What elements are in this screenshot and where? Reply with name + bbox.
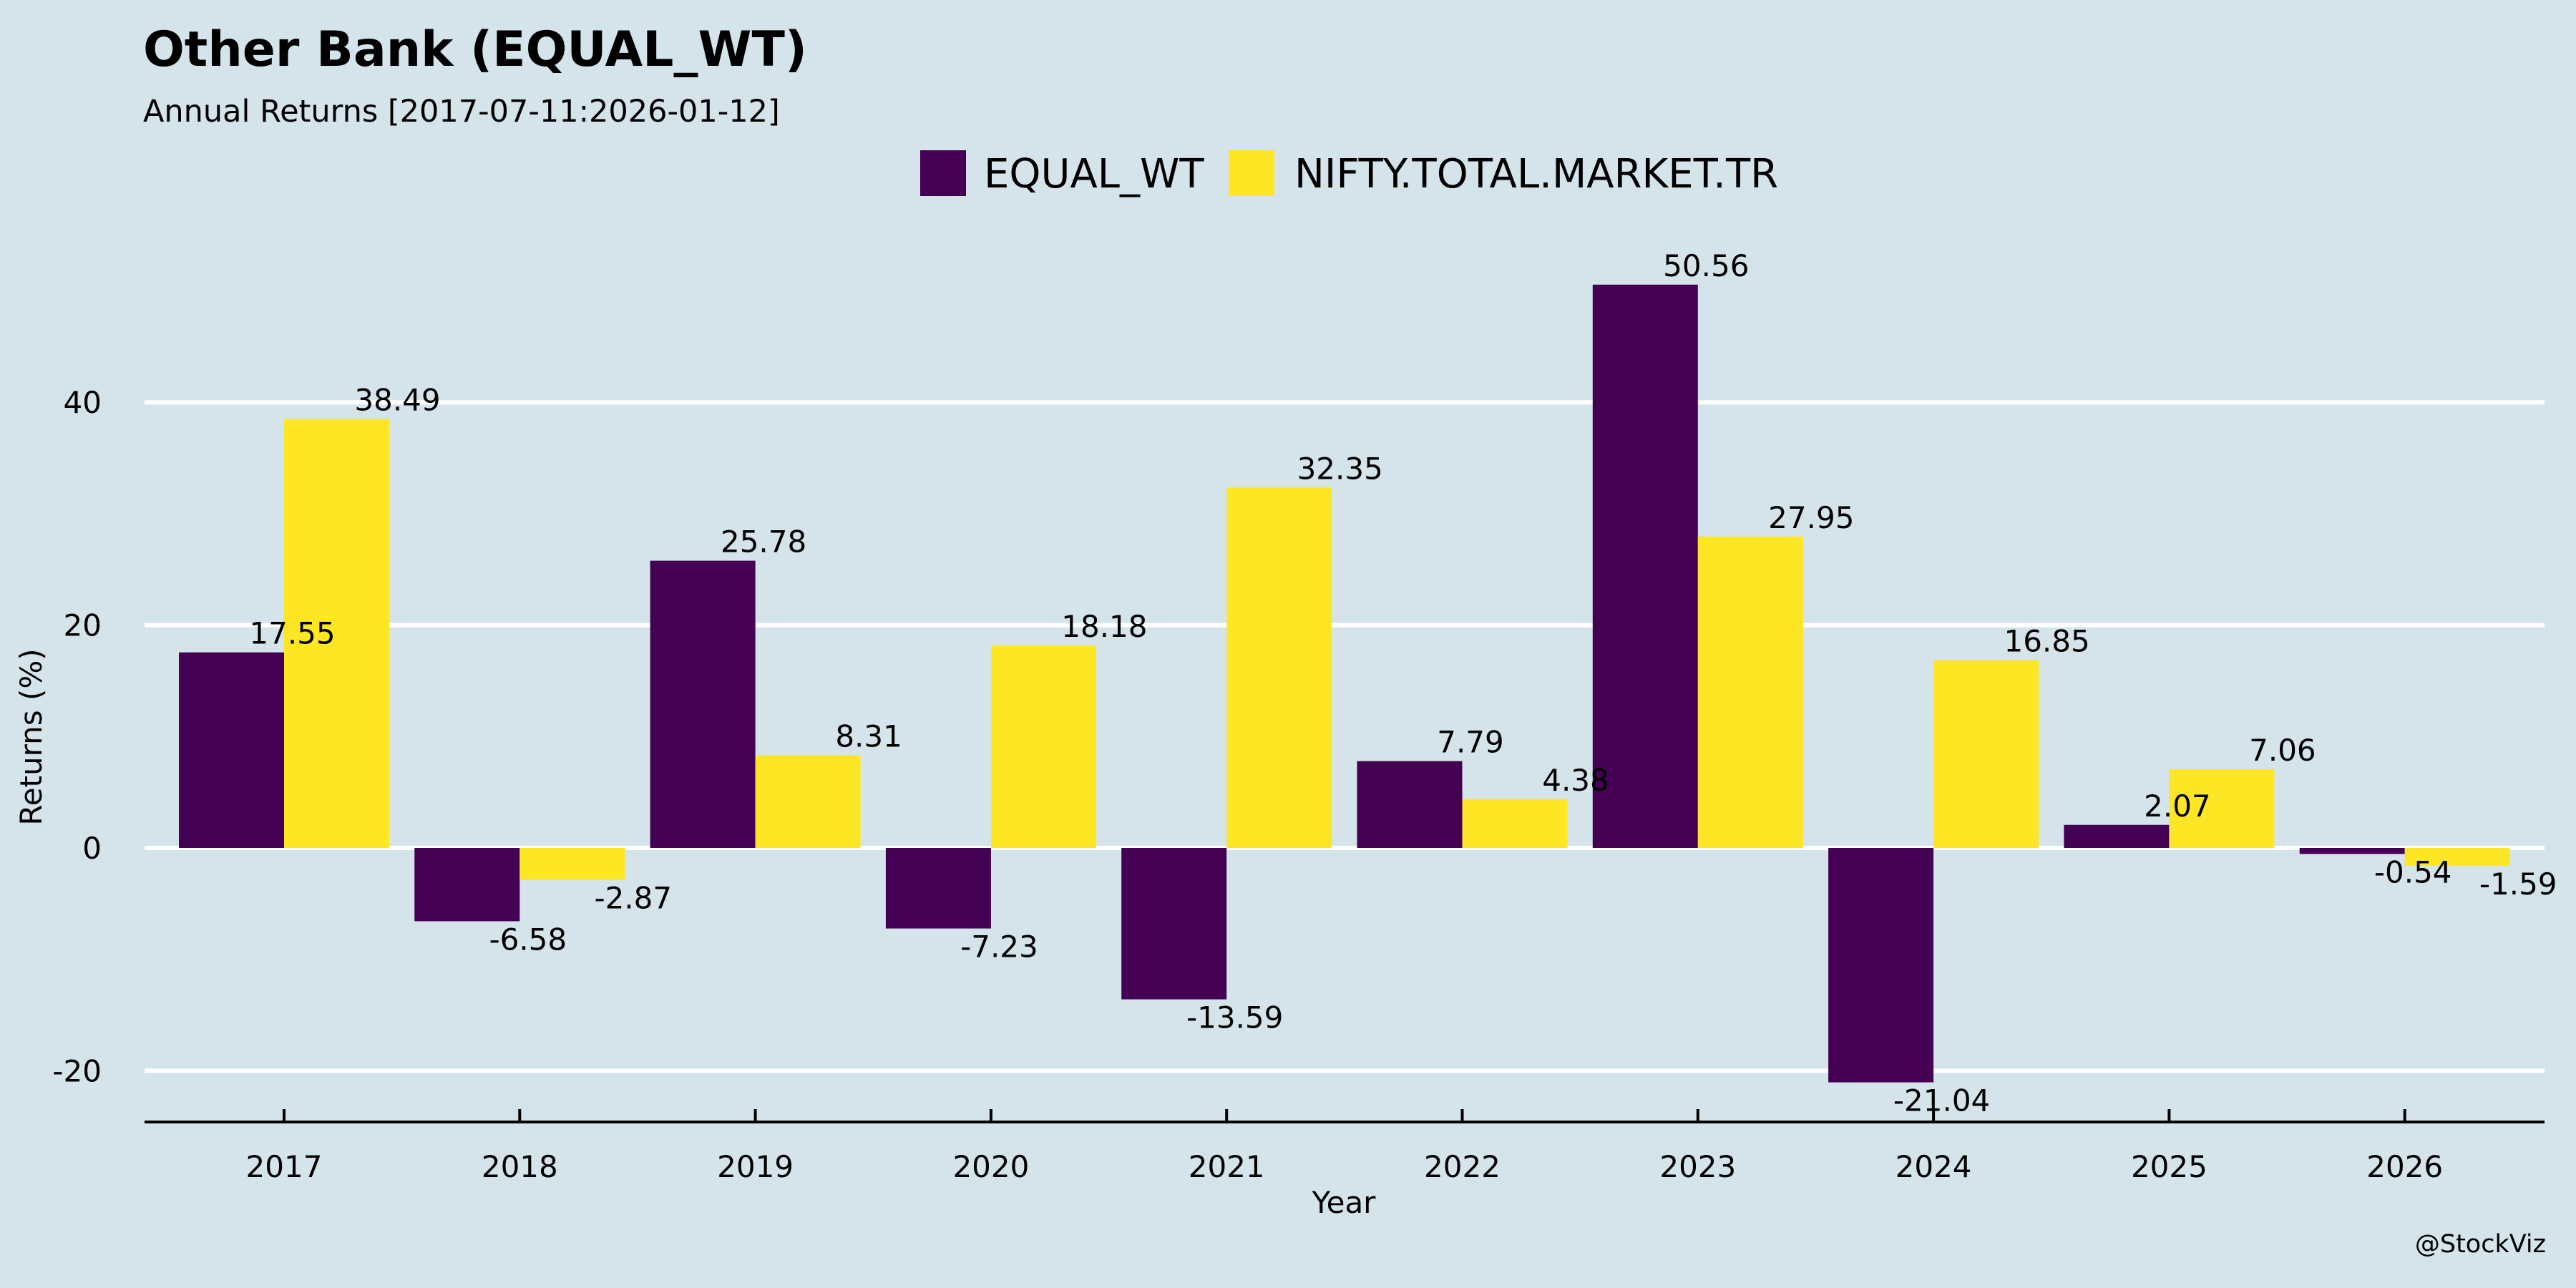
bar-nifty-total-market-tr-2025	[2169, 769, 2275, 848]
bar-equal-wt-2019	[650, 560, 756, 848]
x-tick-label: 2019	[717, 1149, 794, 1184]
bar-nifty-total-market-tr-2026	[2404, 848, 2510, 866]
data-label: 7.06	[2249, 733, 2316, 768]
data-label: -6.58	[489, 922, 567, 957]
bar-nifty-total-market-tr-2017	[284, 419, 389, 848]
bar-equal-wt-2023	[1592, 284, 1698, 849]
bar-nifty-total-market-tr-2019	[755, 755, 861, 848]
y-tick-label: 40	[64, 385, 102, 420]
bar-nifty-total-market-tr-2018	[519, 848, 625, 880]
data-label: -13.59	[1186, 1000, 1283, 1035]
y-tick-label: 0	[82, 831, 102, 866]
bar-nifty-total-market-tr-2021	[1226, 487, 1332, 848]
data-label: -7.23	[960, 930, 1038, 965]
data-label: 16.85	[2004, 624, 2089, 659]
x-tick-label: 2026	[2366, 1149, 2443, 1184]
data-label: 25.78	[721, 525, 806, 560]
x-tick-label: 2024	[1896, 1149, 1972, 1184]
data-label: 38.49	[354, 383, 440, 418]
bar-nifty-total-market-tr-2022	[1462, 799, 1568, 848]
x-tick-label: 2021	[1189, 1149, 1265, 1184]
data-label: 7.79	[1437, 725, 1504, 760]
bar-equal-wt-2022	[1357, 761, 1463, 848]
bar-nifty-total-market-tr-2020	[990, 645, 1096, 848]
watermark: @StockViz	[2415, 1230, 2546, 1259]
data-label: 8.31	[835, 719, 902, 754]
data-label: 27.95	[1768, 500, 1854, 535]
x-tick-label: 2022	[1424, 1149, 1501, 1184]
data-label: 2.07	[2144, 789, 2211, 824]
x-axis-label: Year	[1312, 1185, 1377, 1220]
x-tick-label: 2020	[952, 1149, 1029, 1184]
data-label: -2.87	[594, 881, 672, 916]
bar-equal-wt-2018	[414, 848, 520, 922]
data-label: 17.55	[249, 616, 335, 651]
legend-label: NIFTY.TOTAL.MARKET.TR	[1294, 151, 1778, 197]
chart-subtitle: Annual Returns [2017-07-11:2026-01-12]	[143, 94, 780, 130]
data-label: -21.04	[1893, 1083, 1990, 1118]
data-label: -1.59	[2479, 867, 2557, 902]
data-label: 4.38	[1542, 763, 1609, 798]
bar-equal-wt-2021	[1121, 848, 1227, 1000]
bar-equal-wt-2024	[1828, 848, 1934, 1083]
y-axis-label: Returns (%)	[14, 648, 49, 825]
data-label: -0.54	[2374, 854, 2452, 889]
bar-nifty-total-market-tr-2023	[1697, 536, 1803, 848]
data-label: 18.18	[1061, 609, 1147, 644]
x-tick-label: 2023	[1659, 1149, 1736, 1184]
bar-nifty-total-market-tr-2024	[1933, 660, 2039, 848]
bar-equal-wt-2025	[2064, 824, 2170, 848]
legend-label: EQUAL_WT	[984, 151, 1204, 197]
x-tick-label: 2018	[482, 1149, 558, 1184]
y-tick-label: 20	[64, 608, 102, 643]
bar-equal-wt-2020	[885, 848, 991, 929]
y-tick-label: -20	[52, 1053, 102, 1088]
x-tick-label: 2025	[2131, 1149, 2207, 1184]
legend-swatch	[1229, 150, 1274, 196]
bar-equal-wt-2026	[2299, 848, 2405, 854]
x-tick-label: 2017	[246, 1149, 323, 1184]
data-label: 32.35	[1297, 451, 1383, 486]
legend-swatch	[920, 150, 966, 196]
data-label: 50.56	[1663, 248, 1749, 283]
chart-title: Other Bank (EQUAL_WT)	[143, 21, 807, 78]
bar-equal-wt-2017	[179, 652, 284, 848]
